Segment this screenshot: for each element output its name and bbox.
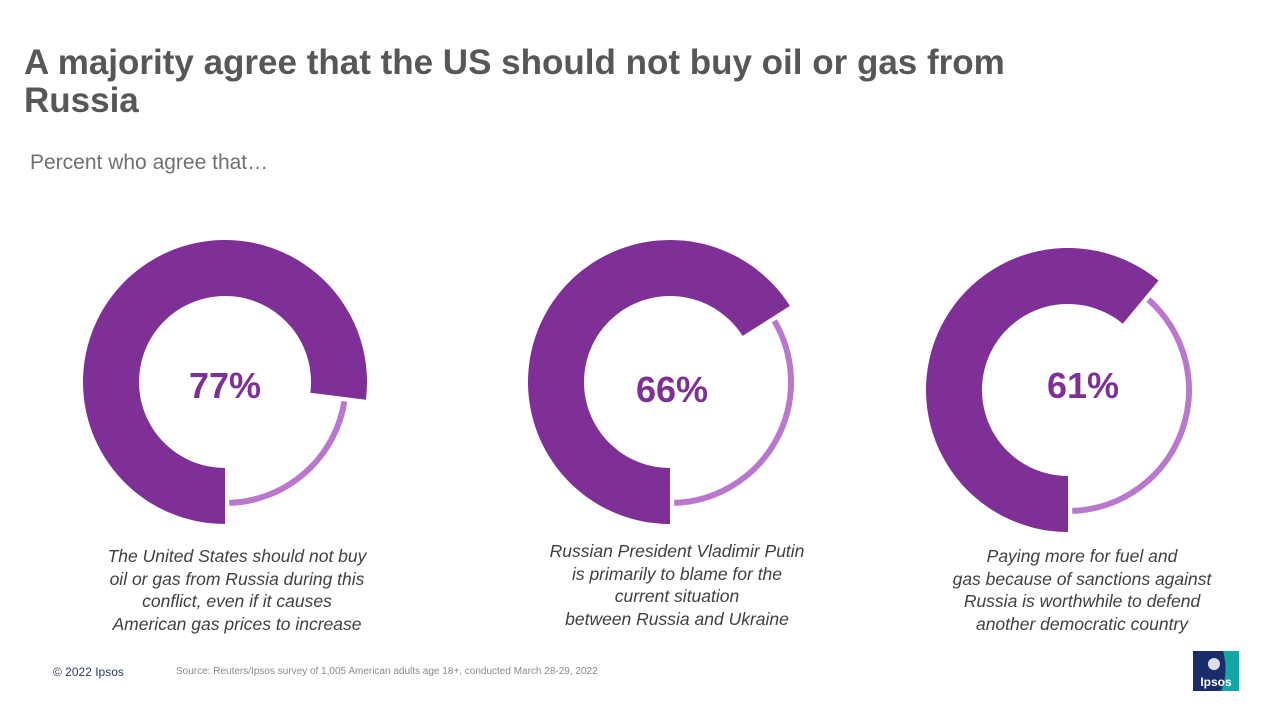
logo-text: Ipsos <box>1200 675 1232 689</box>
caption-line: Paying more for fuel and <box>986 546 1178 566</box>
donut-slice-remainder <box>674 319 794 506</box>
caption-line: Russian President Vladimir Putin <box>549 541 805 561</box>
page-title: A majority agree that the US should not … <box>24 43 1005 120</box>
caption-line: current situation <box>614 586 740 606</box>
caption-line: another democratic country <box>975 613 1189 634</box>
caption-line: is primarily to blame for the <box>571 563 783 584</box>
logo-mark <box>1208 658 1220 670</box>
donut-slice-agree <box>926 247 1159 533</box>
donut-value-label: 61% <box>1047 365 1119 406</box>
caption-donut-3: Paying more for fuel and gas because of … <box>932 545 1232 635</box>
logo-accent <box>1221 651 1239 691</box>
ipsos-logo-icon: Ipsos <box>1193 651 1239 691</box>
chart-subtitle: Percent who agree that… <box>30 151 269 174</box>
caption-line: oil or gas from Russia during this <box>109 568 365 589</box>
copyright-notice: © 2022 Ipsos <box>53 665 124 679</box>
donut-value-label: 77% <box>189 365 261 406</box>
caption-line: conflict, even if it causes <box>142 591 332 611</box>
donut-slice-agree <box>83 240 367 525</box>
caption-line: American gas prices to increase <box>112 613 362 634</box>
donut-slice-remainder <box>1072 297 1192 514</box>
caption-donut-2: Russian President Vladimir Putin is prim… <box>527 540 827 630</box>
donut-slice-agree <box>528 239 790 524</box>
caption-line: gas because of sanctions against <box>952 568 1212 589</box>
caption-line: The United States should not buy <box>107 546 367 566</box>
caption-line: between Russia and Ukraine <box>565 608 789 629</box>
donut-slice-remainder <box>229 400 348 506</box>
caption-donut-1: The United States should not buy oil or … <box>87 545 387 635</box>
source-note: Source: Reuters/Ipsos survey of 1,005 Am… <box>176 666 598 677</box>
donut-value-label: 66% <box>636 369 708 410</box>
caption-line: Russia is worthwhile to defend <box>963 591 1201 611</box>
